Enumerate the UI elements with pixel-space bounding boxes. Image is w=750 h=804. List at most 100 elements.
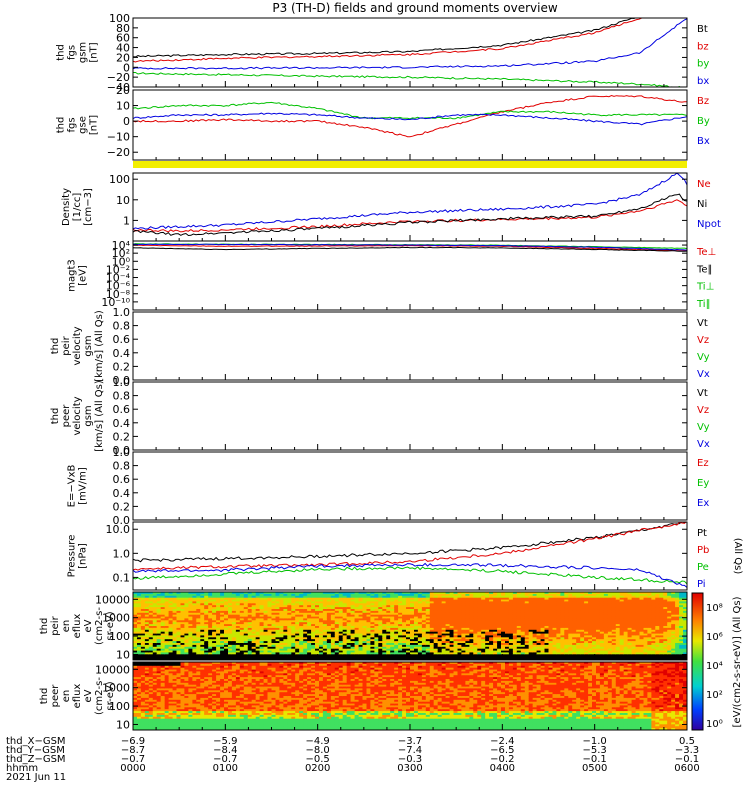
y-axis-label: [km/s] (All Qs) <box>94 310 105 382</box>
legend-entry-Te∥: Te∥ <box>696 264 713 275</box>
y-axis-label: E=−VxB <box>67 465 78 508</box>
legend-entry-Ti∥: Ti∥ <box>696 299 711 310</box>
legend-entry-Vt: Vt <box>697 318 708 329</box>
y-tick-label: 0.8 <box>113 460 131 473</box>
y-tick-label: −20 <box>107 146 130 159</box>
legend-entry-Vy: Vy <box>697 352 710 363</box>
panel-frame <box>133 241 687 310</box>
y-axis-label: gse <box>78 116 89 134</box>
y-axis-label: [mV/m] <box>78 467 89 505</box>
legend-entry-Vx: Vx <box>697 369 710 380</box>
legend-entry-Ex: Ex <box>697 498 709 509</box>
legend-entry-Vz: Vz <box>697 335 709 346</box>
y-tick-label: 0.4 <box>113 487 131 500</box>
panel-frame <box>133 382 687 450</box>
y-tick-label: 1 <box>123 214 130 227</box>
y-tick-label: 0.8 <box>113 320 131 333</box>
legend-entry-Vy: Vy <box>697 422 710 433</box>
y-axis-label: thd <box>50 408 61 425</box>
y-tick-label: 100 <box>109 173 130 186</box>
legend-entry-Vt: Vt <box>697 388 708 399</box>
series-line-Bz <box>133 96 687 137</box>
y-axis-label: [1/cc] <box>72 193 83 222</box>
series-line-By <box>133 102 687 119</box>
y-tick-label: 0.2 <box>113 430 131 443</box>
legend-entry-Npot: Npot <box>697 219 721 230</box>
y-axis-label: [km/s] (All Qs) <box>94 380 105 452</box>
legend-entry-Pt: Pt <box>697 528 707 539</box>
y-axis-label: peer <box>61 404 72 428</box>
legend-entry-Bx: Bx <box>697 136 710 147</box>
y-axis-label: gsm <box>78 42 89 63</box>
y-tick-label: 0.6 <box>113 333 131 346</box>
lines-magt3 <box>133 244 687 252</box>
legend-entry-Vx: Vx <box>697 439 710 450</box>
panel-frame <box>133 452 687 520</box>
y-axis-label: Density <box>61 188 72 226</box>
legend-entry-bz: bz <box>697 41 709 52</box>
y-axis-label: thd <box>56 44 67 61</box>
legend-entry-Ez: Ez <box>697 458 709 469</box>
series-line-Ne <box>133 200 687 232</box>
legend-entry-Bz: Bz <box>697 96 709 107</box>
y-tick-label: 0.4 <box>113 417 131 430</box>
y-axis-label: magt3 <box>67 259 78 292</box>
series-line-Te∥ <box>133 247 687 251</box>
y-axis-label: fgs <box>67 117 78 132</box>
y-tick-label: 1.0 <box>113 306 131 319</box>
y-axis-label: thd <box>56 117 67 134</box>
y-axis-label: thd <box>50 338 61 355</box>
panel-right-label: (All Qs) <box>732 538 743 575</box>
y-tick-label: 0.1 <box>113 571 131 584</box>
legend-entry-by: by <box>697 59 709 70</box>
y-tick-label: 0 <box>123 115 130 128</box>
legend-entry-Ti⊥: Ti⊥ <box>696 282 714 293</box>
lines-fgs_gse <box>133 96 687 137</box>
y-tick-label: 1.0 <box>113 446 131 459</box>
y-tick-label: 10 <box>116 194 130 207</box>
y-tick-label: 0.2 <box>113 360 131 373</box>
y-tick-label: 1.0 <box>113 376 131 389</box>
panel-magt3: 10⁴10²10⁰10⁻²10⁻⁴10⁻⁶10⁻⁸10⁻¹⁰magt3[eV]T… <box>67 239 717 310</box>
legend-entry-Ni: Ni <box>697 199 707 210</box>
panel-frame <box>133 312 687 380</box>
y-axis-label: [nT] <box>89 42 100 62</box>
y-axis-label: peir <box>61 335 72 355</box>
series-line-Pt <box>133 522 687 562</box>
y-axis-label: [cm−3] <box>83 188 94 226</box>
legend-entry-By: By <box>697 116 710 127</box>
legend-entry-Pi: Pi <box>697 579 706 590</box>
lines-density <box>133 173 687 236</box>
y-axis-label: gsm <box>83 405 94 426</box>
legend-entry-Vz: Vz <box>697 405 709 416</box>
y-tick-label: 0.2 <box>113 500 131 513</box>
panel-density: 100 10 1 Density[1/cc][cm−3] Ne Ni Npot <box>61 173 721 241</box>
legend-entry-Pe: Pe <box>697 562 709 573</box>
y-tick-label: 10.0 <box>106 523 131 536</box>
panel-frame <box>133 522 687 590</box>
series-line-Npot <box>133 173 687 229</box>
y-axis-label: velocity <box>72 326 83 365</box>
y-axis-label: velocity <box>72 396 83 435</box>
y-axis-label: [eV] <box>78 265 89 286</box>
legend-entry-Ne: Ne <box>697 179 711 190</box>
y-axis-label: gsm <box>83 335 94 356</box>
y-axis-label: Pressure <box>67 535 78 578</box>
spectrogram-peir_eflux <box>133 592 688 661</box>
legend-entry-Ey: Ey <box>697 478 709 489</box>
y-tick-label: 1.0 <box>113 547 131 560</box>
panel-frame <box>133 90 687 160</box>
lines-pressure <box>133 521 687 588</box>
legend-entry-Pb: Pb <box>697 545 709 556</box>
legend-entry-bx: bx <box>697 76 709 87</box>
series-line-Pb <box>133 521 687 570</box>
y-axis-label: fgs <box>67 45 78 60</box>
